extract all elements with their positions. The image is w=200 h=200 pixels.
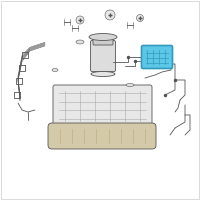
Circle shape	[76, 16, 84, 24]
Ellipse shape	[76, 40, 84, 44]
Circle shape	[136, 15, 144, 21]
FancyBboxPatch shape	[48, 123, 156, 149]
FancyBboxPatch shape	[53, 85, 152, 127]
FancyBboxPatch shape	[90, 40, 116, 72]
Ellipse shape	[126, 84, 134, 86]
FancyBboxPatch shape	[93, 37, 113, 45]
FancyBboxPatch shape	[142, 46, 172, 68]
Ellipse shape	[52, 68, 58, 72]
Ellipse shape	[91, 72, 115, 76]
Ellipse shape	[89, 33, 117, 40]
Circle shape	[105, 10, 115, 20]
